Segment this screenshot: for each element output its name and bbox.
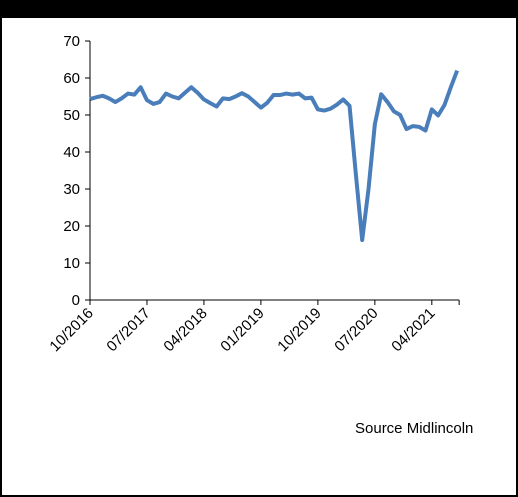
y-tick-label: 40 — [63, 144, 80, 161]
y-tick-label: 10 — [63, 255, 80, 272]
y-tick-label: 30 — [63, 181, 80, 198]
panel — [2, 18, 516, 495]
y-tick-label: 20 — [63, 218, 80, 235]
y-tick-label: 60 — [63, 70, 80, 87]
source-note: Source Midlincoln — [355, 420, 473, 437]
y-tick-label: 0 — [72, 292, 80, 309]
data-line — [89, 69, 460, 243]
y-tick-label: 70 — [63, 33, 80, 50]
y-tick-label: 50 — [63, 107, 80, 124]
